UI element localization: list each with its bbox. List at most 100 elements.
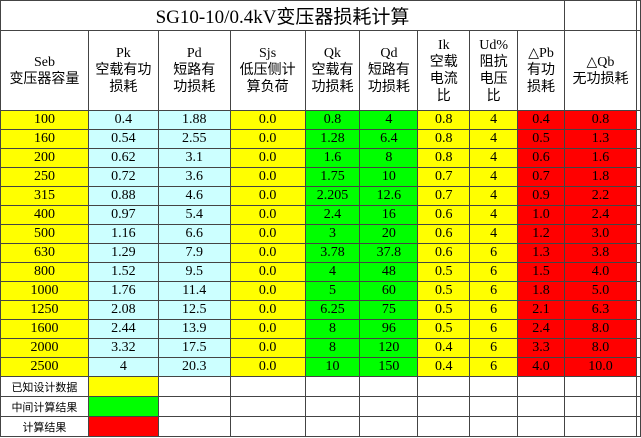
data-cell: 3 [304,224,361,244]
data-cell: 1.75 [304,167,361,187]
empty-cell [517,416,565,437]
data-row: 250 0.72 3.6 0.0 1.75 10 0.7 4 0.7 1.8 [0,167,641,187]
data-cell: 1.8 [564,167,637,187]
data-cell: 0.4 [417,357,471,377]
empty-cell [635,319,641,339]
empty-cell [157,376,231,397]
data-cell: 12.5 [157,300,231,320]
empty-cell [635,281,641,301]
data-cell: 0.5 [417,319,471,339]
data-row: 315 0.88 4.6 0.0 2.205 12.6 0.7 4 0.9 2.2 [0,186,641,206]
data-cell: 10 [304,357,361,377]
data-cell: 150 [359,357,419,377]
data-cell: 630 [0,243,89,263]
data-cell: 0.0 [229,110,306,130]
header-line: 有功 [527,63,556,78]
data-cell: 0.6 [417,224,471,244]
data-cell: 6 [469,262,519,282]
empty-cell [517,376,565,397]
data-row: 800 1.52 9.5 0.0 4 48 0.5 6 1.5 4.0 [0,262,641,282]
data-cell: 2.205 [304,186,361,206]
header-line: 低压侧计 [239,63,296,78]
header-line: Qd [380,46,398,61]
data-cell: 12.6 [359,186,419,206]
legend-label: 中间计算结果 [0,396,89,417]
data-cell: 1.5 [517,262,565,282]
data-row: 500 1.16 6.6 0.0 3 20 0.6 4 1.2 3.0 [0,224,641,244]
header-line: Pk [115,46,131,61]
empty-cell [635,338,641,358]
data-cell: 4 [469,148,519,168]
data-cell: 1.88 [157,110,231,130]
data-cell: 0.0 [229,224,306,244]
empty-cell [304,416,361,437]
data-cell: 3.3 [517,338,565,358]
data-cell: 7.9 [157,243,231,263]
data-cell: 5 [304,281,361,301]
data-cell: 0.6 [517,148,565,168]
header-line: 变压器容量 [9,71,80,87]
legend-label: 计算结果 [0,416,89,437]
header-line: 空载有功 [95,63,152,78]
data-cell: 0.7 [417,186,471,206]
data-cell: 0.0 [229,338,306,358]
legend-row: 计算结果 [0,416,641,437]
data-cell: 1.28 [304,129,361,149]
header-line: 算负荷 [246,80,289,95]
header-line: 无功损耗 [572,71,629,87]
data-cell: 0.4 [417,338,471,358]
empty-cell [635,224,641,244]
data-cell: 0.8 [417,148,471,168]
data-cell: 60 [359,281,419,301]
header-cell: △Pb 有功损耗 [517,30,565,111]
header-line: 功损耗 [367,80,410,95]
data-cell: 10 [359,167,419,187]
data-cell: 3.78 [304,243,361,263]
empty-cell [229,376,306,397]
data-cell: 0.0 [229,262,306,282]
data-cell: 8.0 [564,338,637,358]
data-cell: 160 [0,129,89,149]
empty-cell [564,396,637,417]
data-cell: 6 [469,338,519,358]
data-cell: 8 [304,319,361,339]
legend-swatch [87,396,159,417]
data-row: 2500 4 20.3 0.0 10 150 0.4 6 4.0 10.0 [0,357,641,377]
data-row: 400 0.97 5.4 0.0 2.4 16 0.6 4 1.0 2.4 [0,205,641,225]
header-line: 短路有 [173,63,216,78]
data-cell: 1.76 [87,281,159,301]
data-cell: 0.0 [229,129,306,149]
data-cell: 800 [0,262,89,282]
header-line: △Pb [528,46,554,61]
header-cell: △Qb 无功损耗 [564,30,637,111]
empty-cell [417,416,471,437]
empty-cell [417,396,471,417]
data-cell: 2.44 [87,319,159,339]
data-cell: 0.5 [417,281,471,301]
empty-cell [635,167,641,187]
data-cell: 2000 [0,338,89,358]
header-line: 损耗 [527,80,556,95]
empty-cell [229,416,306,437]
header-cell: Pk 空载有功 损耗 [87,30,159,111]
empty-cell [359,396,419,417]
empty-cell [564,0,637,31]
data-cell: 6.4 [359,129,419,149]
data-cell: 5.4 [157,205,231,225]
empty-cell [469,416,519,437]
data-cell: 2500 [0,357,89,377]
data-cell: 1.6 [304,148,361,168]
header-cell: Pd 短路有 功损耗 [157,30,231,111]
data-cell: 8 [304,338,361,358]
header-line: 空载有 [311,63,354,78]
empty-cell [635,396,641,417]
header-line: △Qb [586,54,615,70]
data-cell: 4 [359,110,419,130]
data-cell: 0.7 [517,167,565,187]
empty-cell [304,376,361,397]
empty-cell [229,396,306,417]
data-cell: 20.3 [157,357,231,377]
empty-cell [157,416,231,437]
data-cell: 500 [0,224,89,244]
